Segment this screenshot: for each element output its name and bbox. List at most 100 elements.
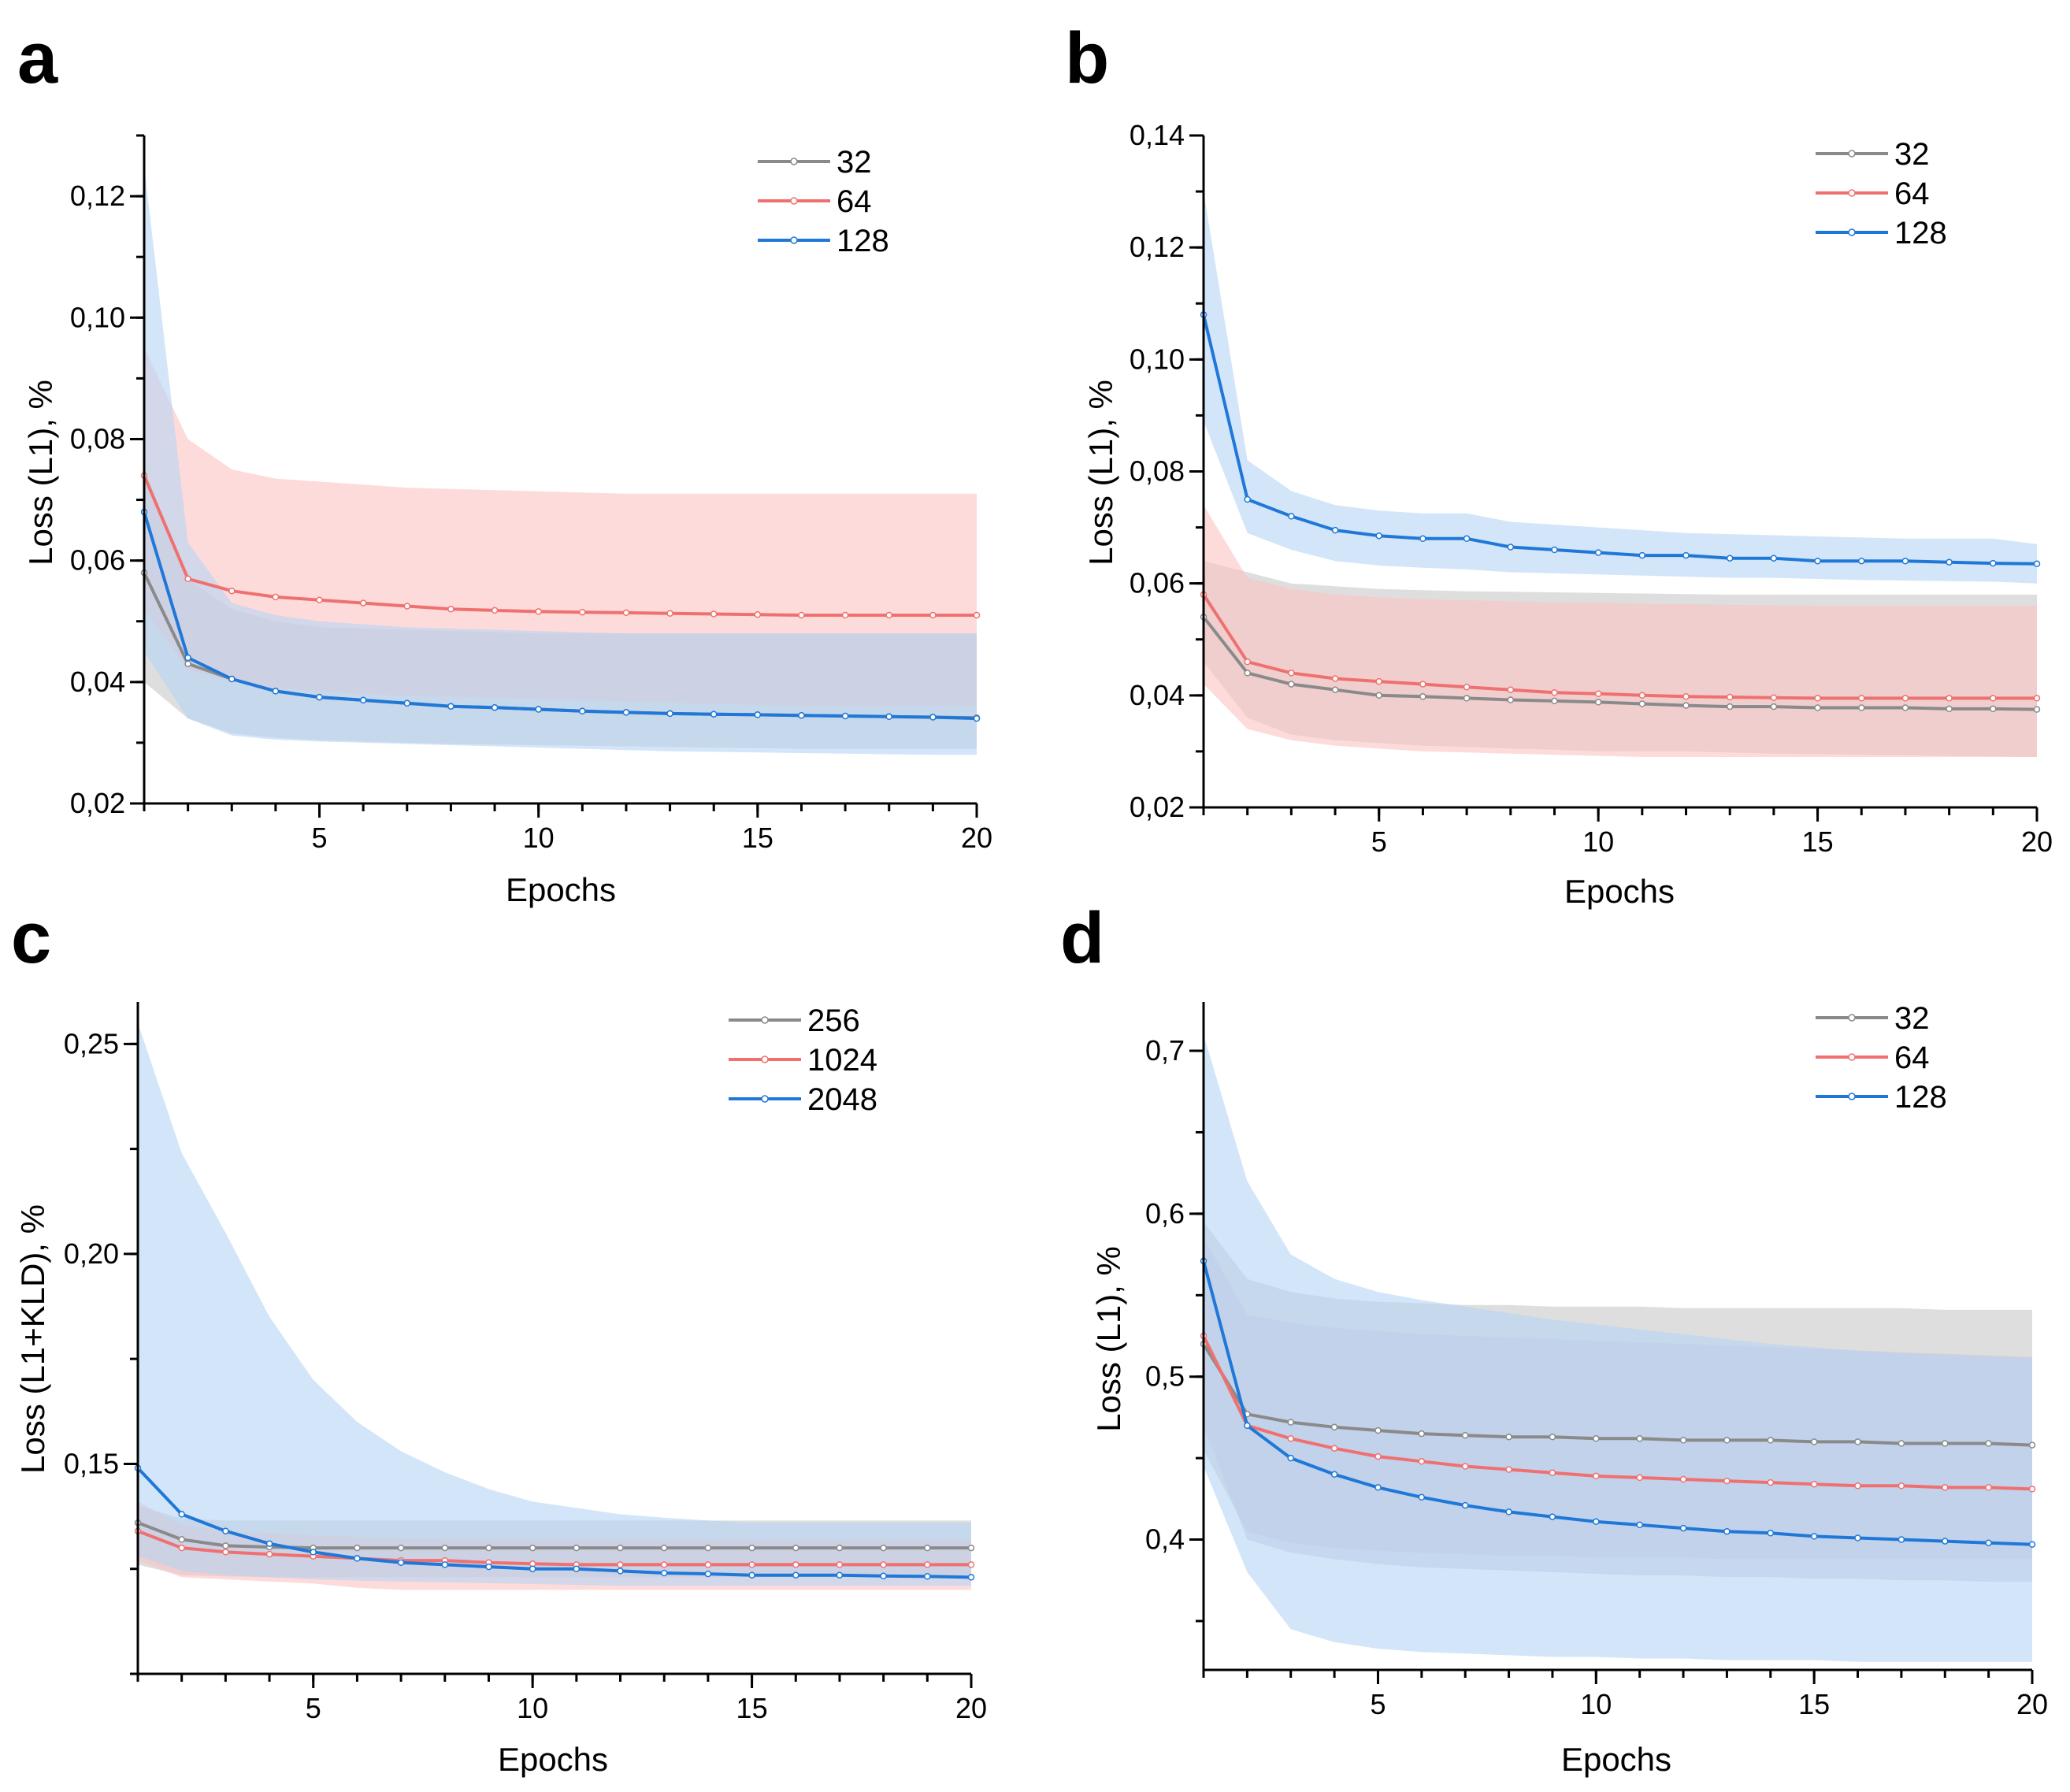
- point-1024: [880, 1561, 887, 1568]
- series-lines: [1200, 311, 2041, 713]
- point-32: [1418, 1430, 1426, 1438]
- point-64: [1767, 1478, 1775, 1486]
- y-tick-label: 0,6: [1145, 1197, 1185, 1230]
- y-axis-ticks: 0,02 0,04 0,06 0,08 0,10 0,12: [70, 134, 144, 819]
- point-2048: [792, 1571, 799, 1579]
- point-64: [1814, 695, 1821, 702]
- band-128: [1204, 1034, 2032, 1662]
- point-128: [1636, 1521, 1643, 1529]
- y-tick-label: 0,02: [1130, 791, 1185, 823]
- y-tick-label: 0,08: [70, 422, 125, 454]
- line-128: [1202, 1260, 2033, 1546]
- point-128: [1990, 559, 1997, 567]
- point-32: [1330, 1423, 1338, 1431]
- point-2048: [967, 1574, 975, 1581]
- legend-label: 256: [807, 1004, 860, 1038]
- point-32: [1767, 1437, 1775, 1444]
- point-128: [1551, 546, 1558, 554]
- point-32: [2033, 706, 2041, 713]
- point-128: [2028, 1541, 2036, 1548]
- x-tick-label: 5: [1370, 1688, 1386, 1720]
- x-tick-label: 15: [1798, 1688, 1830, 1720]
- axes: [136, 1002, 971, 1675]
- x-axis-title: Epochs: [506, 871, 616, 908]
- line-32: [1202, 616, 2038, 711]
- point-32: [1549, 1433, 1556, 1441]
- legend-label: 64: [1894, 1041, 1930, 1075]
- point-2048: [178, 1511, 185, 1518]
- point-1024: [660, 1561, 668, 1568]
- point-128: [1858, 557, 1865, 565]
- point-128: [1374, 1484, 1382, 1491]
- x-tick-label: 10: [523, 822, 555, 854]
- panel-b: b 0,02 0,04 0,06 0,08 0,10 0,12 0,14 5 10 15 20 L…: [1065, 18, 2053, 910]
- point-64: [316, 596, 323, 603]
- point-128: [1375, 532, 1382, 540]
- point-32: [1679, 1437, 1687, 1444]
- point-128: [1679, 1524, 1687, 1532]
- point-32: [1985, 1440, 1992, 1447]
- axes: [1202, 1002, 2032, 1671]
- point-64: [1723, 1477, 1731, 1485]
- point-128: [359, 696, 367, 704]
- point-128: [1901, 557, 1909, 565]
- point-32: [1288, 681, 1295, 688]
- point-32: [1374, 1427, 1382, 1434]
- x-axis-title: Epochs: [1564, 873, 1675, 910]
- point-32: [1990, 705, 1997, 713]
- point-64: [1985, 1484, 1992, 1491]
- point-1024: [748, 1561, 755, 1568]
- point-1024: [836, 1561, 844, 1568]
- legend-marker-64: [1848, 1053, 1856, 1061]
- point-64: [1593, 1472, 1600, 1480]
- x-axis-title: Epochs: [498, 1741, 608, 1778]
- point-128: [272, 688, 280, 695]
- point-128: [1287, 1454, 1294, 1462]
- legend-label: 32: [837, 145, 872, 180]
- x-axis-ticks: 5 10 15 20: [1202, 807, 2053, 858]
- legend-marker-64: [1848, 189, 1856, 197]
- point-128: [491, 703, 499, 711]
- point-256: [354, 1544, 361, 1552]
- point-256: [178, 1536, 185, 1543]
- point-128: [1770, 555, 1778, 562]
- point-2048: [354, 1555, 361, 1562]
- x-axis-title: Epochs: [1561, 1741, 1671, 1778]
- point-128: [1726, 555, 1734, 562]
- line-64: [143, 474, 977, 617]
- point-256: [836, 1544, 844, 1552]
- point-64: [1507, 686, 1515, 693]
- point-128: [1593, 1518, 1600, 1526]
- point-64: [1770, 694, 1778, 701]
- point-2048: [441, 1561, 449, 1568]
- point-128: [1810, 1533, 1818, 1540]
- point-128: [1638, 551, 1646, 559]
- y-tick-label: 0,06: [1130, 567, 1185, 599]
- point-256: [441, 1544, 449, 1552]
- point-1024: [967, 1561, 975, 1568]
- point-64: [579, 608, 586, 616]
- point-128: [885, 713, 892, 721]
- y-tick-label: 0,14: [1130, 119, 1185, 151]
- y-tick-label: 0,10: [1130, 343, 1185, 375]
- point-2048: [748, 1571, 755, 1579]
- legend-label: 64: [1894, 176, 1930, 211]
- point-128: [1288, 513, 1295, 520]
- band-64: [144, 347, 977, 707]
- point-2048: [704, 1570, 712, 1578]
- legend-marker-128: [790, 236, 798, 244]
- point-1024: [704, 1561, 712, 1568]
- point-128: [1461, 1501, 1469, 1509]
- point-128: [1942, 1538, 1949, 1545]
- legend-label: 128: [1894, 216, 1947, 250]
- y-tick-label: 0,4: [1145, 1523, 1185, 1556]
- point-64: [1638, 692, 1646, 699]
- point-128: [535, 706, 542, 713]
- y-tick-label: 0,08: [1130, 455, 1185, 488]
- legend-label: 1024: [807, 1043, 877, 1078]
- point-256: [485, 1544, 492, 1552]
- point-64: [841, 611, 849, 619]
- point-128: [1594, 549, 1602, 556]
- point-64: [710, 610, 718, 618]
